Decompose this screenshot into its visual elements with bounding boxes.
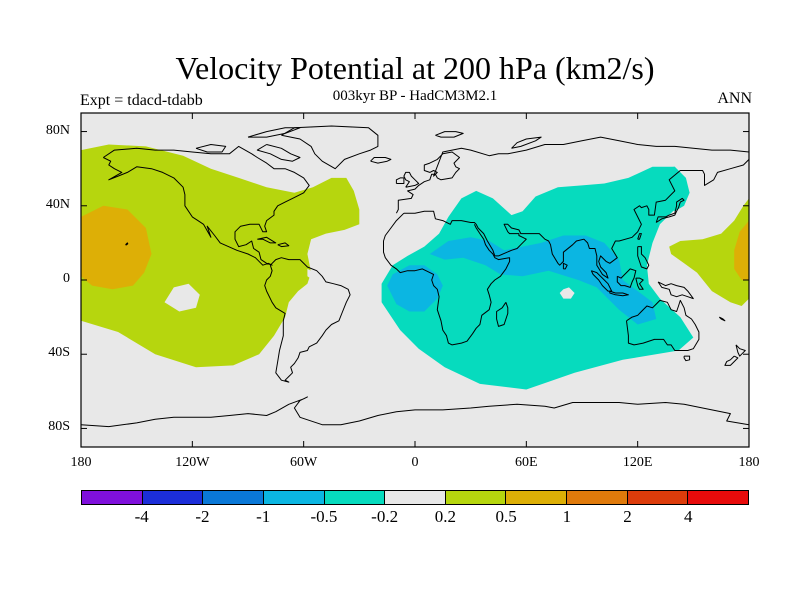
contour-region-grey-hole-pacific [164,283,200,312]
coastline-ireland [395,177,405,184]
coastline-hawaii [125,242,129,246]
coastline-sri-lanka [562,262,568,270]
coastline-madagascar [496,302,509,327]
y-tick-label: 40S [48,345,70,361]
coastline-java [609,290,629,297]
colorbar-swatch [263,491,325,504]
coastline-novaya-zemlya [511,136,542,149]
colorbar-label: -0.2 [371,507,399,526]
coastline-layer [81,125,749,428]
colorbar-swatch [688,491,749,504]
x-tick-label: 180 [738,455,760,470]
contour-region-grey-hole-indian [559,287,575,299]
colorbar-label: -4 [134,507,149,526]
colorbar-label: -2 [195,507,210,526]
figure-title: Velocity Potential at 200 hPa (km2/s) [175,50,655,86]
colorbar-swatch [82,491,143,504]
colorbar-swatch [142,491,204,504]
coastline-cuba [257,236,277,244]
coastline-victoria-island [195,144,227,153]
x-tick-label: 120W [175,455,210,470]
contour-region-green-pacific-east [669,198,749,306]
coastline-svalbard [435,131,464,138]
contour-region-orange-pacific-east [734,220,749,280]
coastline-taiwan [637,233,642,240]
colorbar-label: 4 [684,507,693,526]
colorbar-label: 0.2 [434,507,456,526]
contour-region-teal-afro-indian [381,166,694,390]
x-tick-label: 0 [411,455,419,470]
x-tick-label: 60W [290,455,318,470]
coastline-australia [626,299,700,351]
coastline-ellesmere-island [247,127,301,138]
contour-region-blue-africa [387,265,443,312]
coastline-eurasia-africa [395,136,749,214]
figure-subtitle: 003kyr BP - HadCM3M2.1 [332,88,498,104]
colorbar-label: 1 [562,507,572,526]
coastline-new-caledonia [718,316,726,322]
colorbar-swatch [203,491,264,504]
axis-ticks [80,113,750,447]
coastline-south-america [264,257,351,383]
season-label: ANN [717,90,752,107]
coastline-africa [383,212,511,346]
experiment-label: Expt = tdacd-tdabb [80,92,203,109]
contour-region-orange-pacific-west [81,205,152,290]
coastline-antarctica [81,396,749,428]
coastline-tasmania [683,355,691,362]
colorbar-label: -1 [256,507,271,526]
coastline-new-guinea [657,281,694,300]
colorbar [81,490,749,505]
y-tick-label: 40N [45,196,70,212]
coastline-new-zealand-north [735,344,746,357]
colorbar-swatch [324,491,386,504]
colorbar-swatch [567,491,628,504]
coastline-baffin-island [256,144,301,162]
coastline-philippines [637,246,650,270]
colorbar-label: 2 [623,507,632,526]
colorbar-label: -0.5 [310,507,338,526]
colorbar-swatch [506,491,568,504]
colorbar-swatch [627,491,689,504]
coastline-new-zealand-south [724,355,739,366]
coastline-japan [655,197,685,223]
coastline-hispaniola [277,242,290,248]
y-tick-label: 0 [63,271,70,286]
x-tick-label: 60E [515,455,538,470]
coastline-great-britain [403,171,420,188]
coastline-sulawesi [635,277,644,290]
x-tick-label: 120E [622,455,653,470]
y-tick-label: 80S [48,419,70,435]
coastline-asia-pacific-coast [403,159,749,279]
contour-region-grey-hole-atlantic [307,268,323,280]
coastline-north-america [103,145,310,266]
colorbar-swatch [445,491,507,504]
colorbar-label: 0.5 [495,507,517,526]
x-tick-label: 180 [70,455,92,470]
coastline-borneo [616,268,637,288]
coastline-greenland [281,125,379,170]
y-tick-label: 80N [45,122,70,138]
colorbar-swatch [385,491,446,504]
coastline-iceland [370,157,392,164]
